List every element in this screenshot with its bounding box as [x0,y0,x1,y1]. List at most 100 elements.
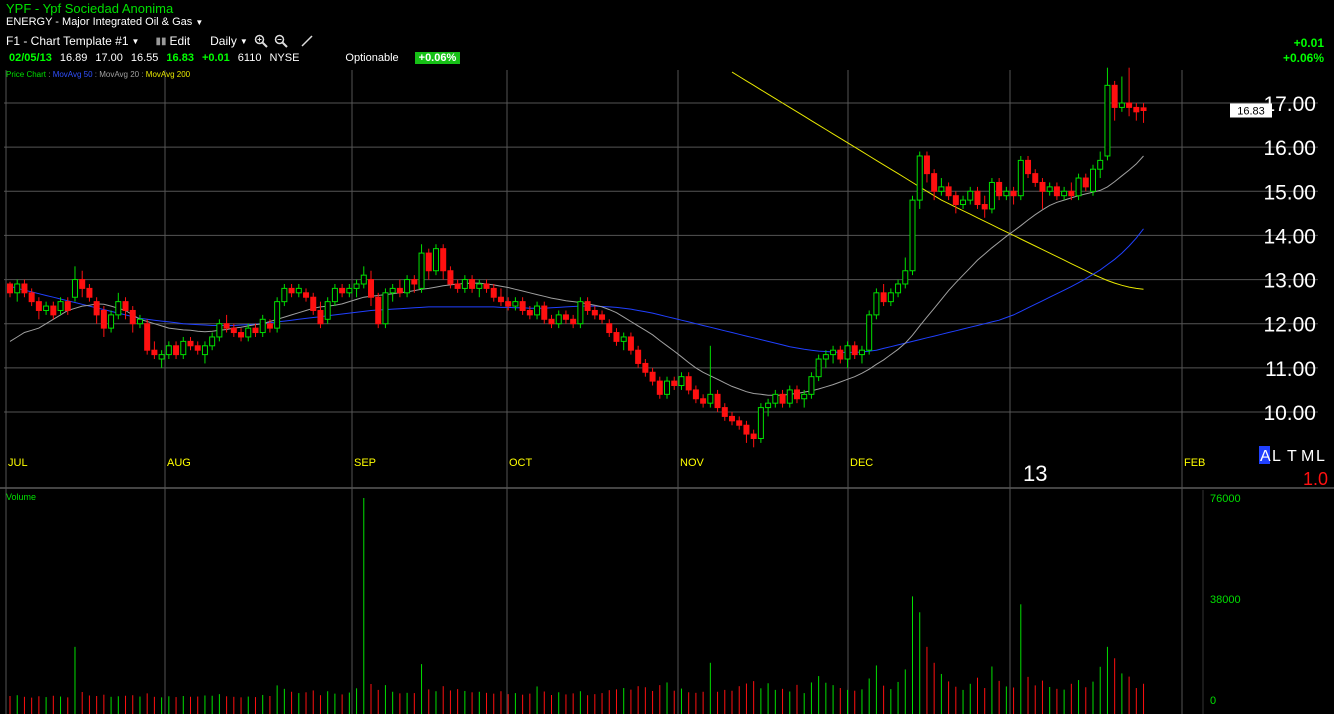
candle-body [1097,159,1104,170]
candle-body [830,349,837,356]
scale-toggle-label[interactable]: L [1272,448,1281,465]
edit-button[interactable]: ▮▮ Edit [155,34,190,48]
candle-body [93,301,100,316]
candle-body [100,309,107,329]
candle-body [353,283,360,289]
candle-body [649,371,656,382]
candle-body [375,296,382,325]
candle-body [505,301,512,307]
candle-body [952,195,959,206]
pencil-icon[interactable] [300,34,314,48]
candle-body [1010,190,1017,197]
candle-body [432,248,439,272]
ma20-line [9,155,1144,396]
candle-body [815,358,822,378]
scale-factor-label: 1.0 [1303,469,1328,489]
candle-body [591,309,598,316]
price-tick-label: 13.00 [1263,270,1316,293]
candle-body [108,314,115,329]
month-tick-label: OCT [509,457,533,469]
template-dropdown[interactable]: F1 - Chart Template #1 ▼ [6,34,139,48]
candle-body [793,389,800,400]
candle-body [851,345,858,356]
top-right-change: +0.01 +0.06% [1283,36,1324,66]
zoom-in-icon[interactable] [254,34,268,48]
candle-body [469,279,476,289]
candle-body [960,199,967,206]
candle-body [144,323,151,351]
top-change-pct: +0.06% [1282,51,1324,65]
candle-body [223,323,230,329]
price-grid [0,102,1334,714]
candle-body [902,270,909,285]
period-dropdown[interactable]: Daily ▼ [210,34,248,48]
candle-body [1068,190,1075,197]
candle-body [266,323,273,329]
candle-body [570,318,577,325]
scale-toggle-label[interactable]: A [1260,448,1271,465]
candle-body [743,424,750,435]
volume-bars [9,498,1145,714]
axis-labels: 17.00 16.00 15.00 14.00 13.00 12.00 11.00 10.00… [6,93,1328,707]
candle-body [750,433,757,439]
quote-last: 16.83 [166,52,194,64]
candle-body [21,283,28,294]
month-tick-label: FEB [1184,457,1205,469]
candle-body [324,301,331,320]
last-price-box [1230,103,1272,118]
candle-body [483,283,490,289]
scale-toggle-label[interactable]: L [1316,448,1325,465]
candle-body [317,309,324,325]
candle-body [1118,102,1125,108]
candle-body [35,301,42,311]
candle-body [382,292,389,325]
legend-ma200: MovAvg 200 [145,70,191,79]
price-tick-label: 17.00 [1263,93,1316,116]
candle-body [216,323,223,338]
month-tick-label: JUL [8,457,28,469]
candle-body [866,314,873,351]
candle-body [996,181,1003,197]
candle-body [808,376,815,395]
candle-body [7,283,13,294]
candle-body [1140,107,1147,112]
candle-body [1017,159,1024,197]
zoom-out-icon[interactable] [274,34,288,48]
quote-open: 16.89 [59,52,88,64]
candle-body [692,389,699,400]
quote-change: +0.01 [201,52,230,64]
volume-tick-label: 38000 [1210,594,1241,606]
quote-date: 02/05/13 [9,52,52,64]
candle-body [779,393,786,404]
candle-body [339,287,346,294]
last-price-label: 16.83 [1237,106,1265,118]
industry-label[interactable]: ENERGY - Major Integrated Oil & Gas ▼ [6,16,203,28]
scale-toggle-label[interactable]: M [1301,448,1314,465]
candle-body [497,296,504,303]
candle-body [656,380,663,395]
candle-body [534,305,541,316]
volume-panel-label: Volume [6,492,36,502]
legend-ma20: MovAvg 20 [99,70,140,79]
candle-body [281,287,288,303]
chevron-down-icon: ▼ [195,18,204,27]
candle-body [736,420,743,426]
candle-body [837,349,844,360]
candle-body [1053,186,1060,197]
candle-body [310,296,317,311]
top-change: +0.01 [1293,36,1324,50]
candle-body [1032,173,1039,183]
scale-toggle-label[interactable]: T [1287,448,1297,465]
candle-body [642,362,649,373]
candle-body [14,283,21,294]
candle-body [707,393,714,404]
optionable-label: Optionable [345,52,399,64]
price-tick-label: 16.00 [1263,137,1316,160]
quote-high: 17.00 [95,52,123,64]
candle-body [700,398,707,404]
chevron-down-icon: ▼ [131,36,140,46]
price-tick-label: 14.00 [1263,225,1316,248]
candle-body [974,190,981,206]
candle-body [613,332,620,342]
